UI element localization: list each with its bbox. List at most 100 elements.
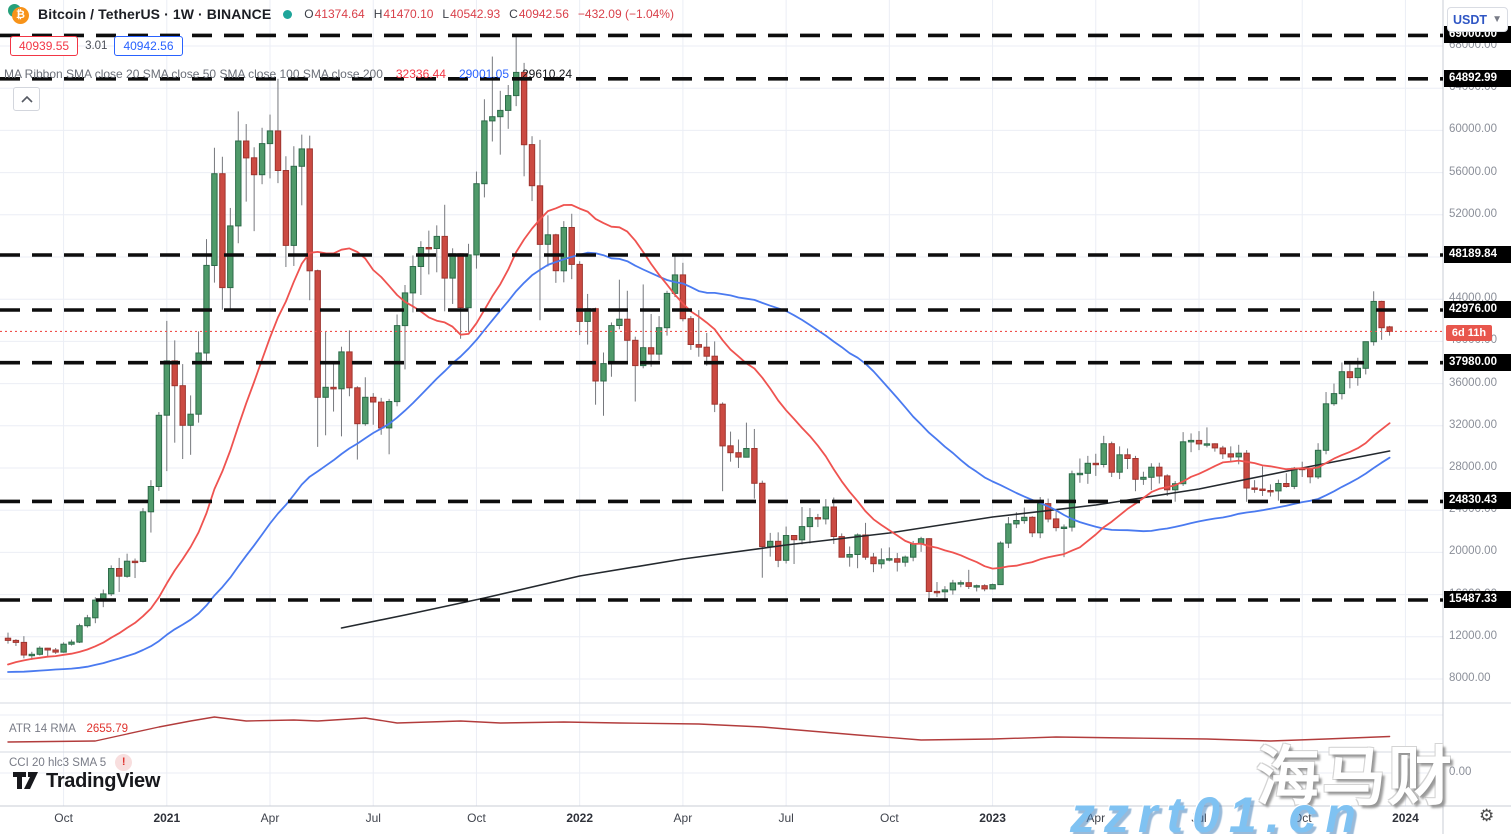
candle <box>1211 443 1219 449</box>
sma50-line <box>7 251 1391 673</box>
candle <box>640 347 647 367</box>
candle <box>338 351 345 390</box>
candle <box>941 589 949 593</box>
candle <box>655 327 663 355</box>
tradingview-logo[interactable]: TradingView <box>12 769 160 793</box>
candle <box>735 452 742 458</box>
candle <box>258 143 266 176</box>
candle <box>1029 516 1036 534</box>
candle <box>854 534 861 555</box>
ohlc-values: O41374.64 H41470.10 L40542.93 C40942.56 … <box>304 7 674 21</box>
candle <box>92 599 99 619</box>
tradingview-mark-icon <box>13 772 38 789</box>
candle <box>378 401 385 429</box>
candle <box>894 558 901 563</box>
time-axis-label: Jul <box>365 811 381 825</box>
candle <box>1092 462 1099 466</box>
candle <box>719 403 726 447</box>
atr-value: 2655.79 <box>86 723 129 735</box>
candle <box>52 649 59 653</box>
candle <box>902 556 909 563</box>
time-axis-label: Jul <box>1191 811 1207 825</box>
candle <box>997 542 1004 586</box>
symbol-header: ₿ Bitcoin / TetherUS · 1W · BINANCE O413… <box>8 4 674 24</box>
candle <box>767 540 774 548</box>
candle <box>489 116 496 122</box>
candle <box>116 568 123 577</box>
candle <box>1187 439 1195 443</box>
sell-price-button[interactable]: 40939.55 <box>10 36 79 56</box>
price-axis-label: 12000.00 <box>1449 629 1497 642</box>
candle <box>4 637 12 641</box>
candle <box>330 386 337 390</box>
candle <box>1235 452 1242 458</box>
candle <box>1227 453 1234 458</box>
candle <box>139 511 147 562</box>
candle <box>822 506 829 520</box>
candle <box>743 448 750 458</box>
candle <box>425 247 433 250</box>
spread-value: 3.01 <box>85 40 108 52</box>
currency-label: USDT <box>1453 12 1488 27</box>
candle <box>60 643 67 653</box>
time-axis-label: Oct <box>467 811 486 825</box>
price-axis-label: 56000.00 <box>1449 165 1497 178</box>
candle <box>1005 523 1012 544</box>
price-axis-label: 60000.00 <box>1449 123 1497 136</box>
tradingview-wordmark: TradingView <box>46 769 161 792</box>
chevron-down-icon: ▼ <box>1492 14 1502 25</box>
candle <box>1219 447 1226 455</box>
candle <box>1100 443 1107 466</box>
candle <box>536 185 544 245</box>
candle <box>1156 466 1163 477</box>
candle <box>1124 454 1131 459</box>
buy-price-button[interactable]: 40942.56 <box>114 36 183 56</box>
candle <box>1346 371 1354 379</box>
candle <box>362 396 369 425</box>
collapse-legend-button[interactable] <box>13 87 40 111</box>
open-value: 41374.64 <box>314 7 365 21</box>
candle <box>298 148 306 167</box>
btc-usdt-pair-icon: ₿ <box>8 4 30 24</box>
candle <box>1362 341 1369 369</box>
candle <box>1370 300 1377 343</box>
ma-ribbon-label[interactable]: MA Ribbon SMA close 20 SMA close 50 SMA … <box>4 67 383 81</box>
candle <box>632 339 639 367</box>
gear-icon[interactable]: ⚙ <box>1479 806 1495 825</box>
candle <box>727 445 734 454</box>
sma20-value: 32336.44 <box>395 67 446 81</box>
study-error-icon[interactable]: ! <box>115 754 133 771</box>
cci-legend[interactable]: CCI 20 hlc3 SMA 5 ! <box>9 754 133 771</box>
candle <box>1013 520 1020 525</box>
price-level-badge: 24830.43 <box>1444 492 1511 510</box>
candles-layer <box>4 35 1393 660</box>
candle <box>36 647 43 655</box>
candle <box>520 71 528 146</box>
candle <box>711 355 718 405</box>
candle <box>1116 454 1123 473</box>
candle <box>481 120 488 185</box>
candle <box>1259 488 1266 492</box>
currency-unit-button[interactable]: USDT ▼ <box>1447 7 1508 32</box>
atr-legend[interactable]: ATR 14 RMA 2655.79 <box>9 723 128 735</box>
candle <box>568 227 575 265</box>
symbol-title[interactable]: Bitcoin / TetherUS · 1W · BINANCE <box>38 6 272 22</box>
candle <box>806 517 814 528</box>
candle <box>44 647 51 651</box>
price-axis-label: 36000.00 <box>1449 376 1497 389</box>
candle <box>123 560 131 577</box>
ma-ribbon-legend[interactable]: MA Ribbon SMA close 20 SMA close 50 SMA … <box>4 67 572 81</box>
candle <box>1314 449 1322 478</box>
candle <box>576 263 583 322</box>
atr-label[interactable]: ATR 14 RMA <box>9 723 76 735</box>
market-status-dot[interactable] <box>283 9 293 19</box>
time-axis-label: Apr <box>1086 811 1106 825</box>
candle <box>108 568 115 595</box>
cci-label[interactable]: CCI 20 hlc3 SMA 5 <box>9 756 107 769</box>
candle <box>790 535 798 541</box>
candle <box>965 582 972 587</box>
price-level-badge: 37980.00 <box>1444 353 1511 371</box>
price-axis-label: 20000.00 <box>1449 545 1497 558</box>
candle <box>695 344 702 348</box>
